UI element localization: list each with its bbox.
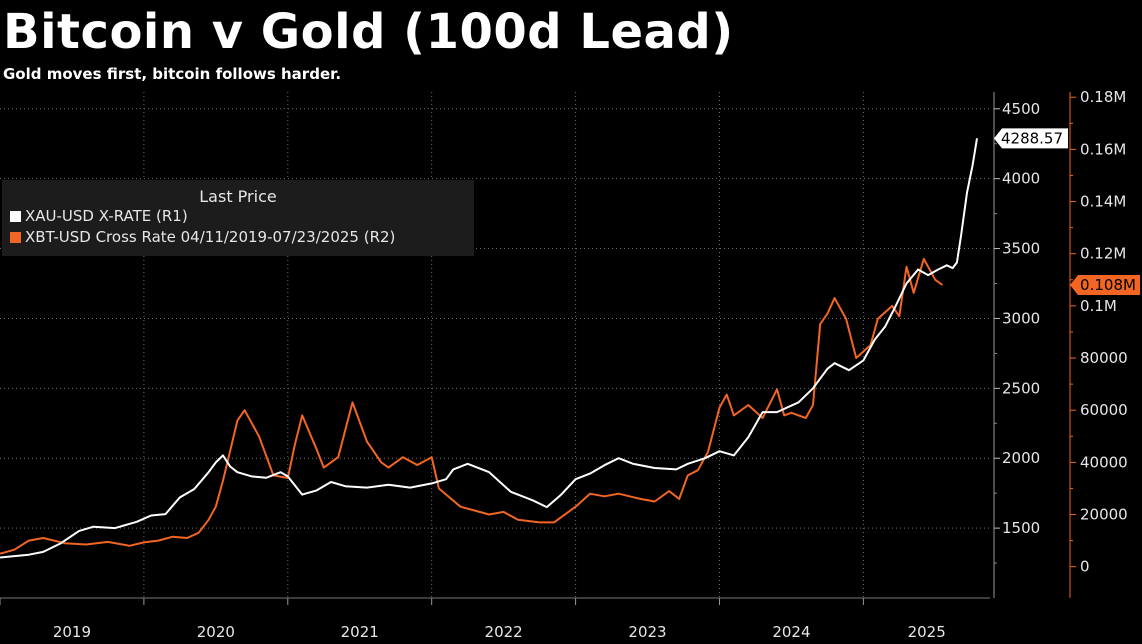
- legend-swatch-bitcoin: [10, 232, 21, 243]
- legend-label-gold: XAU-USD X-RATE (R1): [25, 207, 188, 225]
- series-line-gold: [0, 138, 978, 559]
- last-value-box-gold: [994, 128, 1068, 149]
- series-lines: [0, 138, 978, 559]
- x-tick-label-2023: 2023: [628, 623, 666, 641]
- tick-label-gold-2000: 2000: [1002, 449, 1040, 467]
- tick-label-bitcoin-40000: 40000: [1080, 453, 1128, 471]
- grid-lines: [0, 92, 990, 598]
- tick-label-bitcoin-0.14M: 0.14M: [1080, 193, 1126, 211]
- last-value-box-bitcoin: [1070, 275, 1140, 296]
- chart-title: Bitcoin v Gold (100d Lead): [3, 4, 734, 60]
- last-value-label-bitcoin: 0.108M: [1080, 276, 1136, 294]
- x-tick-label-2022: 2022: [485, 623, 523, 641]
- tick-label-gold-2500: 2500: [1002, 379, 1040, 397]
- x-tick-label-2021: 2021: [341, 623, 379, 641]
- tick-label-bitcoin-0.12M: 0.12M: [1080, 245, 1126, 263]
- last-value-labels: 4288.57 0.108M: [994, 128, 1140, 296]
- x-tick-label-2024: 2024: [772, 623, 810, 641]
- legend: Last Price XAU-USD X-RATE (R1) XBT-USD C…: [2, 180, 474, 256]
- legend-swatch-gold: [10, 211, 21, 222]
- chart-subtitle: Gold moves first, bitcoin follows harder…: [3, 65, 342, 83]
- tick-label-bitcoin-0.1M: 0.1M: [1080, 297, 1117, 315]
- tick-label-gold-4500: 4500: [1002, 100, 1040, 118]
- tick-label-bitcoin-0.16M: 0.16M: [1080, 140, 1126, 158]
- legend-entry-bitcoin: XBT-USD Cross Rate 04/11/2019-07/23/2025…: [10, 228, 395, 246]
- tick-label-gold-3000: 3000: [1002, 309, 1040, 327]
- tick-label-gold-3500: 3500: [1002, 240, 1040, 258]
- x-tick-label-2019: 2019: [53, 623, 91, 641]
- tick-label-bitcoin-0: 0: [1080, 558, 1090, 576]
- right-axis-bitcoin: 0.18M 0.16M 0.14M 0.12M 0.1M 80000 60000 40000 2…: [1069, 88, 1128, 598]
- tick-label-bitcoin-0.18M: 0.18M: [1080, 88, 1126, 106]
- series-line-bitcoin: [0, 257, 944, 555]
- last-value-label-gold: 4288.57: [1001, 129, 1063, 147]
- tick-label-gold-1500: 1500: [1002, 519, 1040, 537]
- tick-label-bitcoin-60000: 60000: [1080, 401, 1128, 419]
- legend-title: Last Price: [199, 187, 277, 206]
- legend-label-bitcoin: XBT-USD Cross Rate 04/11/2019-07/23/2025…: [25, 228, 396, 246]
- legend-entry-gold: XAU-USD X-RATE (R1): [10, 207, 188, 225]
- x-tick-label-2025: 2025: [908, 623, 946, 641]
- tick-label-bitcoin-20000: 20000: [1080, 506, 1128, 524]
- x-tick-label-2020: 2020: [197, 623, 235, 641]
- right-axis-gold: 4500 4000 3500 3000 2500 2000 1500: [993, 92, 1040, 598]
- x-axis: 2019 2020 2021 2022 2023 2024 2025: [0, 597, 990, 641]
- tick-label-gold-4000: 4000: [1002, 170, 1040, 188]
- tick-label-bitcoin-80000: 80000: [1080, 349, 1128, 367]
